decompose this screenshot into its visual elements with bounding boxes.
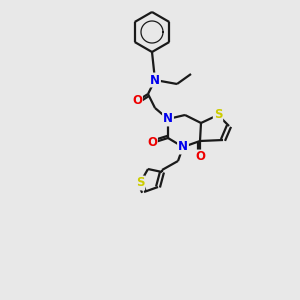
Text: S: S	[136, 176, 144, 190]
Text: O: O	[132, 94, 142, 107]
Text: N: N	[163, 112, 173, 125]
Text: O: O	[195, 151, 205, 164]
Text: S: S	[214, 109, 222, 122]
Text: O: O	[147, 136, 157, 149]
Text: N: N	[150, 74, 160, 86]
Text: N: N	[178, 140, 188, 154]
